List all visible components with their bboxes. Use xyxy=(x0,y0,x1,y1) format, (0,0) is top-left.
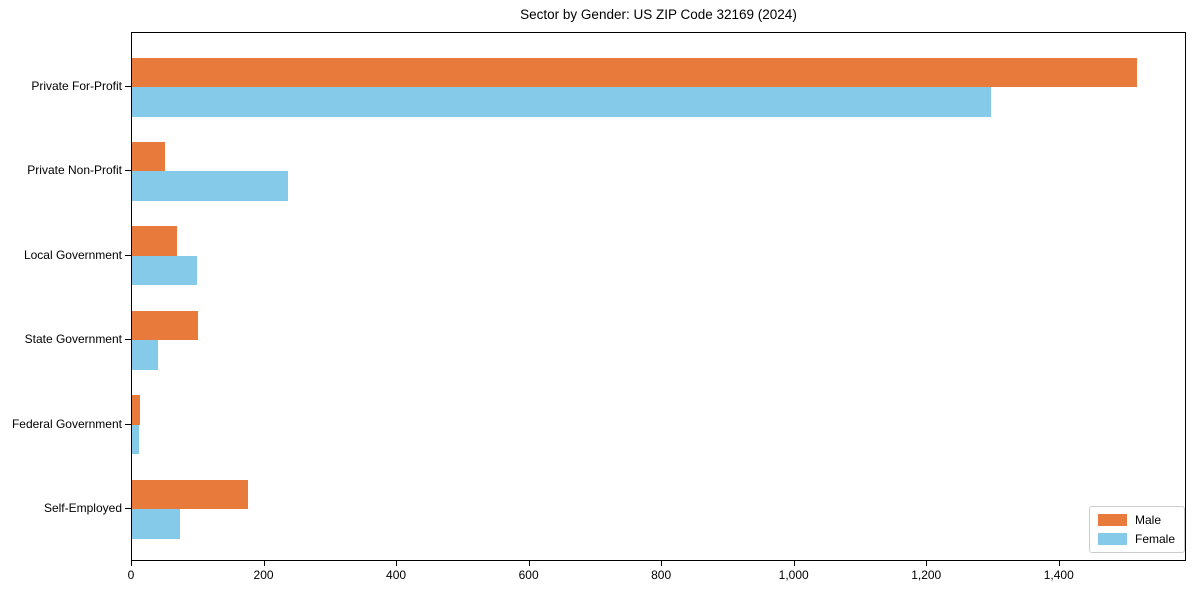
ytick-label-private-for-profit: Private For-Profit xyxy=(31,79,122,93)
bar-female-local-government xyxy=(132,255,197,286)
legend-swatch-female xyxy=(1098,533,1127,545)
bar-female-self-employed xyxy=(132,509,180,539)
chart-title: Sector by Gender: US ZIP Code 32169 (202… xyxy=(520,7,797,22)
xtick-mark-1000 xyxy=(793,561,795,566)
xtick-label-200: 200 xyxy=(253,568,274,582)
bar-male-local-government xyxy=(132,226,178,256)
ytick-mark-private-non-profit xyxy=(125,170,131,172)
xtick-label-1200: 1,200 xyxy=(911,568,942,582)
bar-female-federal-government xyxy=(132,424,140,455)
bar-female-state-government xyxy=(132,340,158,370)
xtick-mark-1400 xyxy=(1058,561,1060,566)
bar-male-private-non-profit xyxy=(132,141,166,172)
xtick-label-400: 400 xyxy=(386,568,407,582)
legend-item-female: Female xyxy=(1098,532,1175,546)
bar-male-state-government xyxy=(132,310,199,341)
ytick-label-private-non-profit: Private Non-Profit xyxy=(27,163,122,178)
xtick-label-0: 0 xyxy=(127,568,135,582)
xtick-mark-200 xyxy=(263,561,265,566)
ytick-mark-federal-government xyxy=(125,423,131,425)
legend-label-female: Female xyxy=(1135,532,1176,546)
ytick-label-state-government: State Government xyxy=(24,332,122,347)
bar-male-federal-government xyxy=(132,395,140,425)
ytick-label-self-employed: Self-Employed xyxy=(43,501,122,515)
xtick-mark-800 xyxy=(661,561,663,566)
bar-female-private-for-profit xyxy=(132,87,991,117)
ytick-mark-self-employed xyxy=(125,508,131,509)
xtick-mark-400 xyxy=(396,561,398,566)
xtick-label-600: 600 xyxy=(518,568,539,582)
plot-area xyxy=(131,32,1186,561)
ytick-label-local-government: Local Government xyxy=(23,247,122,262)
bar-male-private-for-profit xyxy=(132,57,1137,87)
xtick-mark-1200 xyxy=(926,561,928,566)
xtick-mark-0 xyxy=(131,561,132,566)
legend-item-male: Male xyxy=(1098,513,1175,527)
legend-swatch-male xyxy=(1098,514,1127,526)
xtick-label-1000: 1,000 xyxy=(778,568,809,582)
ytick-mark-local-government xyxy=(125,254,131,256)
bar-female-private-non-profit xyxy=(132,171,288,201)
bar-male-self-employed xyxy=(132,479,248,509)
ytick-mark-private-for-profit xyxy=(125,86,131,87)
ytick-label-federal-government: Federal Government xyxy=(11,416,122,431)
xtick-label-1400: 1,400 xyxy=(1043,568,1074,582)
legend-label-male: Male xyxy=(1135,513,1162,527)
xtick-label-800: 800 xyxy=(651,568,672,582)
legend: Male Female xyxy=(1089,506,1186,553)
xtick-mark-600 xyxy=(528,561,530,566)
ytick-mark-state-government xyxy=(125,339,131,341)
